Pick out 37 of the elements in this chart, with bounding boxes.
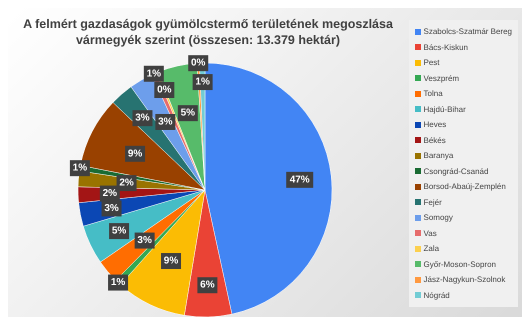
data-label: 5% — [180, 108, 196, 119]
legend-label: Csongrád-Csanád — [424, 166, 488, 176]
legend-label: Bács-Kiskun — [424, 42, 468, 52]
data-label: 1% — [72, 162, 88, 174]
data-label: 9% — [164, 256, 178, 267]
data-label: 6% — [200, 280, 215, 291]
legend-label: Győr-Moson-Sopron — [424, 260, 496, 269]
data-label: 47% — [290, 174, 310, 186]
legend-label: Vas — [424, 228, 437, 238]
data-label: 1% — [146, 68, 162, 80]
legend-label: Veszprém — [424, 74, 460, 83]
data-label: 1% — [110, 277, 126, 288]
data-label: 3% — [137, 235, 152, 246]
legend-label: Békés — [424, 136, 446, 145]
data-label: 5% — [112, 226, 126, 237]
legend-label: Somogy — [424, 213, 453, 222]
legend-label: Hajdú-Bihar — [424, 104, 466, 114]
legend-label: Fejér — [424, 198, 442, 207]
legend-label: Szabolcs-Szatmár Bereg — [424, 27, 512, 36]
data-label: 1% — [195, 76, 210, 88]
legend-label: Pest — [424, 58, 440, 68]
chart-title: A felmért gazdaságok gyümölcstermő területének megoszlása vármegyék szerint (összesen: 13.379 hektár) — [22, 16, 394, 48]
data-label: 3% — [158, 116, 173, 128]
legend-label: Heves — [424, 120, 446, 130]
data-label: 3% — [104, 202, 119, 214]
legend-label: Borsod-Abaúj-Zemplén — [424, 182, 506, 192]
data-label: 3% — [135, 112, 150, 124]
data-label: 0% — [190, 58, 206, 69]
data-label: 2% — [102, 188, 118, 200]
data-label: 9% — [128, 148, 142, 160]
legend-label: Tolna — [424, 89, 443, 98]
data-label: 0% — [157, 84, 172, 96]
data-label: 2% — [119, 178, 134, 189]
legend-label: Zala — [424, 244, 440, 254]
legend-label: Baranya — [424, 151, 454, 160]
legend-label: Nógrád — [424, 290, 450, 300]
legend-label: Jász-Nagykun-Szolnok — [424, 275, 506, 284]
